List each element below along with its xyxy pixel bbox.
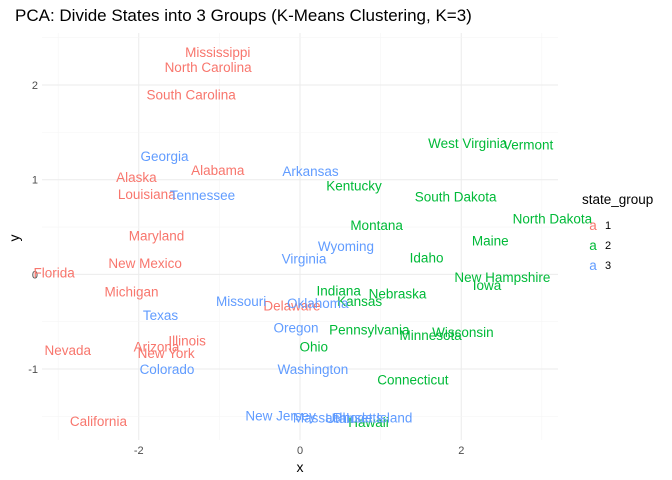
state-label: Vermont xyxy=(503,138,554,153)
state-label: California xyxy=(70,414,128,429)
legend-key: a xyxy=(589,238,597,253)
state-label: Georgia xyxy=(141,149,190,164)
legend-key: a xyxy=(589,218,597,233)
state-label: New Jersey xyxy=(245,408,316,423)
state-label: Washington xyxy=(278,362,349,377)
state-label: Maryland xyxy=(129,229,185,244)
state-label: North Dakota xyxy=(513,212,593,227)
state-label: Massachusetts xyxy=(293,410,383,425)
legend: state_group a 1a 2a 3 xyxy=(582,192,653,273)
state-label: Oklahoma xyxy=(287,296,349,311)
state-label: Minnesota xyxy=(399,328,462,343)
x-axis-title: x xyxy=(297,459,304,475)
x-tick-label: -2 xyxy=(134,445,144,457)
state-label: West Virginia xyxy=(428,136,508,151)
state-label: New York xyxy=(138,346,195,361)
state-label: New Hampshire xyxy=(454,270,550,285)
grid xyxy=(42,33,558,440)
y-tick-label: 2 xyxy=(32,80,38,92)
y-tick-label: -1 xyxy=(28,364,38,376)
state-label: Kentucky xyxy=(326,178,382,193)
state-label: North Carolina xyxy=(165,60,253,75)
state-label: Rhode Island xyxy=(333,410,413,425)
state-label: Utah xyxy=(325,411,354,426)
state-label: Texas xyxy=(143,308,179,323)
state-label: South Dakota xyxy=(415,190,497,205)
state-label: Ohio xyxy=(299,339,328,354)
legend-label: 3 xyxy=(605,260,611,272)
state-label: Nebraska xyxy=(369,286,427,301)
state-label: Nevada xyxy=(45,343,92,358)
y-tick-label: 0 xyxy=(32,269,38,281)
state-label: Missouri xyxy=(216,294,266,309)
state-label: Oregon xyxy=(273,320,318,335)
legend-label: 1 xyxy=(605,220,611,232)
state-label: Arizona xyxy=(134,339,180,354)
state-label: Alaska xyxy=(116,170,157,185)
x-tick-label: 2 xyxy=(458,445,464,457)
y-axis-title: y xyxy=(6,235,22,242)
state-label: Idaho xyxy=(410,250,444,265)
legend-label: 2 xyxy=(605,240,611,252)
state-label: Michigan xyxy=(104,284,158,299)
state-label: Florida xyxy=(33,265,75,280)
state-label: Delaware xyxy=(263,299,320,314)
state-label: Arkansas xyxy=(282,164,339,179)
state-label: Indiana xyxy=(317,283,362,298)
state-label: Pennsylvania xyxy=(329,322,410,337)
state-label: Montana xyxy=(350,218,403,233)
state-label: Alabama xyxy=(191,163,245,178)
legend-key: a xyxy=(589,258,597,273)
state-label: Iowa xyxy=(473,278,502,293)
state-label: Mississippi xyxy=(185,45,250,60)
state-label: Wisconsin xyxy=(432,325,494,340)
y-tick-label: 1 xyxy=(32,175,38,187)
state-label: Louisiana xyxy=(118,187,176,202)
state-label: Kansas xyxy=(337,294,382,309)
chart-title: PCA: Divide States into 3 Groups (K-Mean… xyxy=(15,6,472,25)
x-tick-label: 0 xyxy=(297,445,303,457)
state-label: Illinois xyxy=(168,334,206,349)
state-label: Wyoming xyxy=(318,239,374,254)
state-label: Hawaii xyxy=(348,415,389,430)
state-label: Connecticut xyxy=(377,372,449,387)
state-label: Tennessee xyxy=(170,188,235,203)
state-label: South Carolina xyxy=(147,88,237,103)
legend-title: state_group xyxy=(582,192,653,207)
state-label: Maine xyxy=(472,233,509,248)
axis-ticks: -2 0 2 -1 0 1 2 xyxy=(28,80,464,457)
state-label: Virginia xyxy=(282,251,327,266)
state-label: Colorado xyxy=(140,362,195,377)
state-label: New Mexico xyxy=(108,256,182,271)
